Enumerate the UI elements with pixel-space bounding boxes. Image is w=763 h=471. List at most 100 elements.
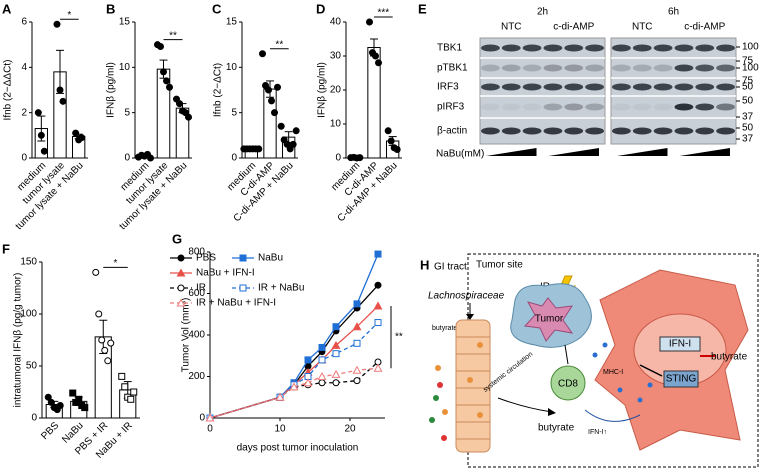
- band: [543, 103, 563, 111]
- data-point: [373, 363, 383, 372]
- data-point: [37, 131, 45, 139]
- y-tick-label: 20: [330, 85, 342, 96]
- y-tick-label: 4: [21, 62, 27, 73]
- data-point: [387, 137, 395, 145]
- band: [481, 83, 500, 91]
- band: [585, 103, 604, 111]
- y-tick-label: 0: [31, 413, 37, 424]
- data-point: [255, 145, 263, 153]
- diagram: H GI tract Tumor site Lachnospiraceae bu…: [420, 253, 759, 468]
- band: [481, 64, 500, 72]
- y-tick-label: 5: [124, 107, 130, 118]
- gut-epithelium: [429, 319, 491, 453]
- treatment-label: NaBu(mM): [436, 149, 484, 160]
- data-point: [69, 389, 77, 397]
- band: [481, 127, 500, 135]
- band: [612, 103, 631, 111]
- legend-label: PBS: [196, 253, 216, 264]
- data-point: [393, 146, 401, 153]
- size-marker: 50: [742, 82, 754, 93]
- band: [522, 83, 542, 91]
- size-marker: 37: [742, 112, 754, 123]
- ifn-nucleus-label: IFN-I: [669, 339, 691, 350]
- y-tick-label: 200: [188, 371, 205, 382]
- arrow: [639, 364, 663, 377]
- data-point: [289, 140, 297, 148]
- data-point: [332, 323, 340, 331]
- data-point: [366, 18, 373, 26]
- y-tick-label: 15: [119, 17, 131, 28]
- data-point: [160, 68, 167, 76]
- data-point: [98, 336, 106, 344]
- series-line: [209, 367, 379, 419]
- dose-wedge: [617, 148, 668, 156]
- y-tick-label: 5: [231, 107, 237, 118]
- y-tick-label: 0: [124, 153, 130, 164]
- series-line: [209, 305, 379, 419]
- band: [564, 103, 584, 111]
- data-point: [72, 129, 80, 137]
- data-point: [352, 322, 362, 331]
- data-point: [166, 83, 173, 91]
- band: [585, 64, 604, 72]
- y-tick-label: 100: [20, 309, 37, 320]
- size-marker: 75: [742, 56, 754, 67]
- butyrate-circ-label: butyrate: [538, 423, 575, 434]
- mhc-label: MHC-I: [603, 369, 623, 376]
- data-point: [163, 77, 170, 85]
- row-label: IRF3: [437, 82, 459, 93]
- cd8-label: CD8: [558, 379, 578, 390]
- band: [716, 83, 735, 91]
- data-point: [332, 350, 340, 358]
- panel-letter: D: [316, 1, 325, 16]
- band: [653, 103, 673, 111]
- legend-label: IR: [196, 283, 206, 294]
- legend-label: NaBu: [258, 253, 283, 264]
- data-point: [121, 383, 129, 391]
- band: [522, 127, 542, 135]
- legend-label: IR + NaBu: [258, 283, 304, 294]
- significance-label: *: [67, 10, 71, 21]
- band: [522, 64, 542, 72]
- data-point: [78, 134, 86, 142]
- band: [522, 44, 542, 52]
- data-point: [81, 404, 89, 412]
- arrow: [584, 409, 641, 422]
- band: [585, 44, 604, 52]
- arrow: [497, 397, 553, 413]
- data-point: [353, 300, 361, 308]
- panel-letter: H: [420, 257, 429, 272]
- y-tick-label: 0: [21, 153, 27, 164]
- tumor-label: Tumor: [535, 314, 564, 325]
- band: [543, 44, 563, 52]
- data-point: [332, 379, 340, 387]
- band: [632, 127, 652, 135]
- significance-label: *: [114, 258, 118, 269]
- data-point: [34, 109, 42, 117]
- band: [543, 83, 563, 91]
- panel-letter: G: [172, 231, 182, 246]
- group-label: NTC: [632, 22, 653, 33]
- x-tick-label: 0: [207, 424, 213, 435]
- data-point: [147, 154, 154, 162]
- size-marker: 100: [742, 42, 759, 53]
- panel-letter: E: [418, 1, 427, 16]
- band: [695, 64, 715, 72]
- data-point: [372, 52, 379, 60]
- y-tick-label: 600: [188, 288, 205, 299]
- size-marker: 50: [742, 123, 754, 134]
- data-point: [107, 339, 115, 347]
- data-point: [353, 377, 361, 385]
- band: [695, 127, 715, 135]
- data-point: [374, 281, 382, 289]
- significance-label: **: [169, 30, 177, 41]
- data-point: [157, 42, 164, 50]
- data-point: [292, 127, 300, 135]
- band: [585, 83, 604, 91]
- tumor-site-box: [467, 253, 759, 468]
- panel-letter: A: [2, 1, 12, 16]
- data-point: [275, 392, 285, 401]
- band: [695, 83, 715, 91]
- data-point: [101, 346, 109, 354]
